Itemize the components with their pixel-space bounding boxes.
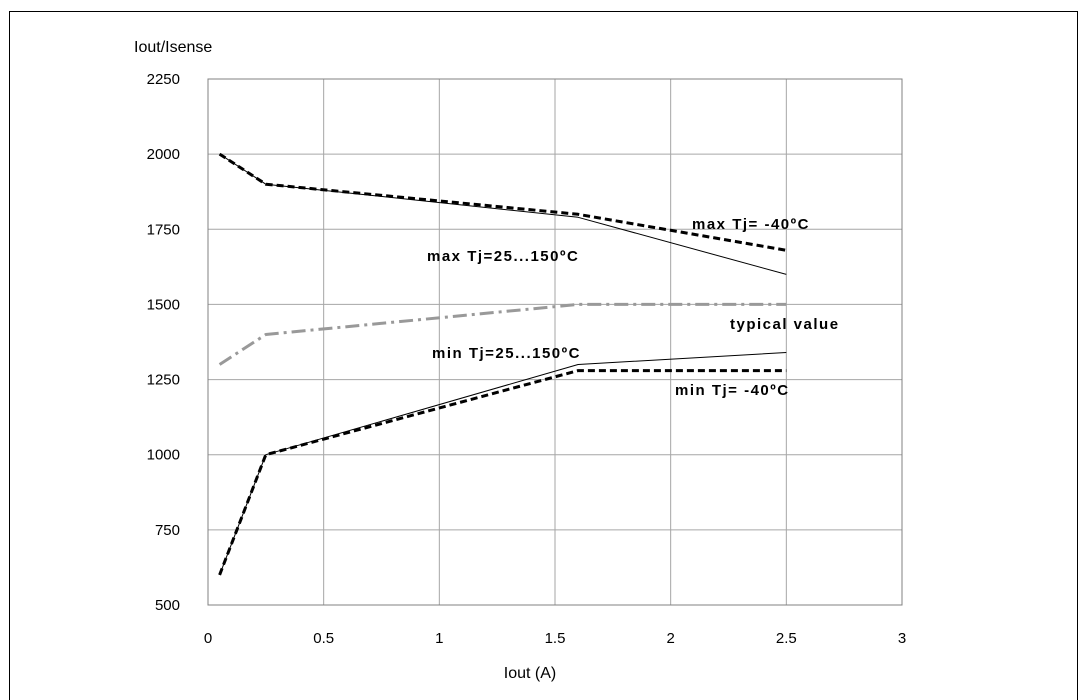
series-line-4	[218, 369, 787, 576]
y-tick-label: 1500	[147, 296, 180, 313]
annotation-max-minus40: max Tj= -40ºC	[692, 216, 810, 233]
annotation-min-25-150: min Tj=25...150ºC	[432, 345, 581, 362]
x-tick-label: 2.5	[776, 630, 797, 647]
annotation-typical: typical value	[730, 316, 840, 333]
y-tick-label: 1250	[147, 372, 180, 389]
y-tick-label: 1750	[147, 221, 180, 238]
y-tick-label: 2000	[147, 146, 180, 163]
series-lines	[218, 152, 787, 576]
series-line-2	[218, 302, 787, 366]
x-tick-label: 0	[204, 630, 212, 647]
x-tick-label: 3	[898, 630, 906, 647]
x-axis-title: Iout (A)	[504, 665, 556, 682]
x-tick-label: 0.5	[313, 630, 334, 647]
grid	[207, 78, 903, 606]
series-annotations: max Tj= -40ºC max Tj=25...150ºC typical …	[427, 216, 840, 399]
x-tick-label: 1.5	[545, 630, 566, 647]
annotation-max-25-150: max Tj=25...150ºC	[427, 248, 579, 265]
annotation-min-minus40: min Tj= -40ºC	[675, 382, 790, 399]
series-line-0	[218, 152, 787, 252]
plot-area-border	[207, 78, 903, 606]
y-tick-label: 1000	[147, 447, 180, 464]
tick-labels: 0 0.5 1 1.5 2 2.5 3 500 750 1000 1250 1500 1750 2000 2…	[147, 71, 907, 647]
chart-frame	[9, 11, 1078, 700]
y-tick-label: 2250	[147, 71, 180, 88]
y-axis-title: Iout/Isense	[134, 39, 212, 56]
series-line-3	[219, 352, 787, 576]
x-tick-label: 1	[435, 630, 443, 647]
y-tick-label: 500	[155, 597, 180, 614]
series-line-1	[219, 153, 787, 275]
x-tick-label: 2	[666, 630, 674, 647]
y-tick-label: 750	[155, 522, 180, 539]
